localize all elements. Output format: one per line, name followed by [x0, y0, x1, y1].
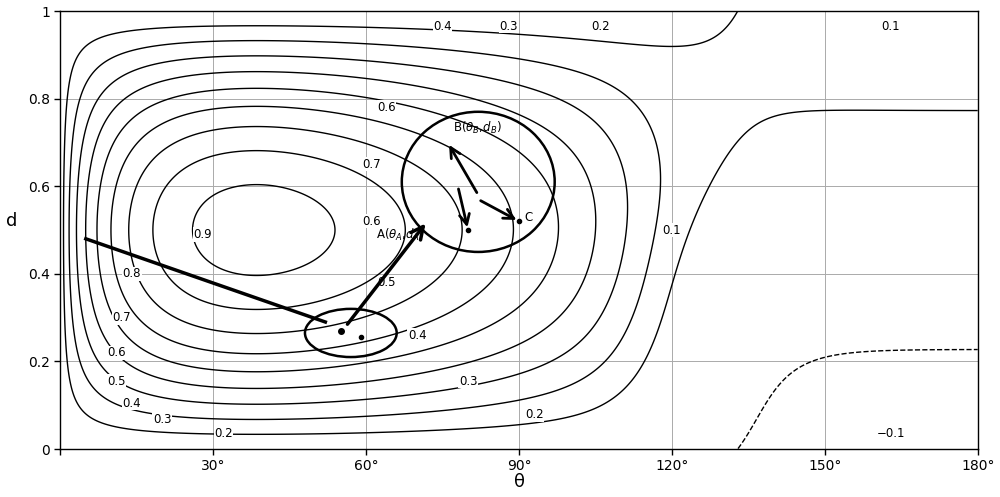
- Text: 0.3: 0.3: [153, 413, 172, 426]
- Text: C: C: [524, 211, 532, 224]
- Text: 0.4: 0.4: [122, 397, 141, 410]
- Text: 0.9: 0.9: [194, 228, 212, 241]
- Text: 0.6: 0.6: [107, 346, 126, 359]
- Text: 0.6: 0.6: [362, 215, 381, 228]
- Text: 0.5: 0.5: [107, 375, 126, 388]
- Text: A($\theta_A$,$d_A$): A($\theta_A$,$d_A$): [376, 227, 425, 243]
- Text: 0.7: 0.7: [362, 158, 381, 171]
- Text: 0.8: 0.8: [122, 267, 141, 280]
- Text: 0.1: 0.1: [663, 224, 681, 237]
- Text: 0.3: 0.3: [459, 375, 477, 388]
- Text: 0.7: 0.7: [112, 311, 131, 324]
- X-axis label: θ: θ: [514, 474, 525, 492]
- Text: 0.2: 0.2: [214, 427, 233, 440]
- Text: 0.2: 0.2: [591, 20, 610, 33]
- Text: 0.2: 0.2: [525, 409, 544, 421]
- Text: −0.1: −0.1: [877, 427, 905, 440]
- Text: 0.4: 0.4: [408, 329, 426, 341]
- Y-axis label: d: d: [6, 212, 17, 230]
- Text: 0.1: 0.1: [882, 20, 900, 33]
- Text: 0.3: 0.3: [500, 20, 518, 33]
- Text: 0.4: 0.4: [433, 20, 452, 33]
- Text: 0.6: 0.6: [377, 101, 396, 114]
- Text: 0.5: 0.5: [377, 276, 396, 289]
- Text: B($\theta_B$,$d_B$): B($\theta_B$,$d_B$): [453, 119, 501, 136]
